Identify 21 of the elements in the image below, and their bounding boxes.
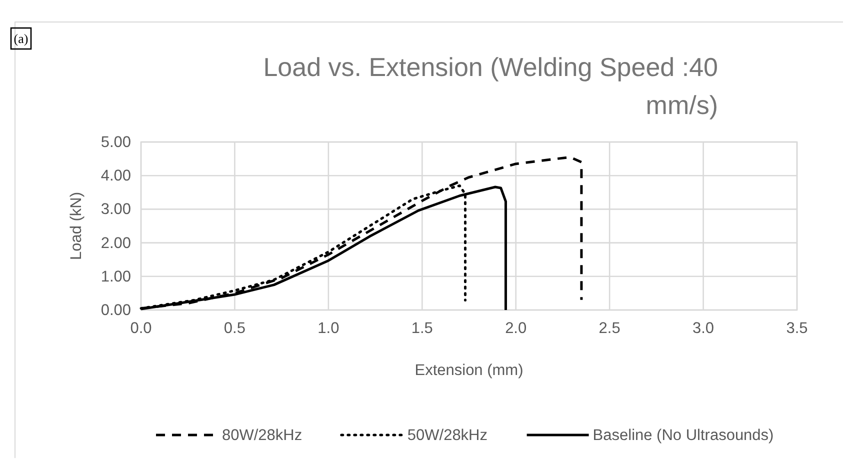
x-tick-label: 2.5 <box>598 320 620 337</box>
legend-label: 80W/28kHz <box>222 427 302 444</box>
y-axis-title: Load (kN) <box>68 192 85 260</box>
text: (a) <box>14 31 28 46</box>
x-axis-title: Extension (mm) <box>414 362 524 379</box>
y-tick-label: 3.00 <box>100 201 132 218</box>
legend-label: 50W/28kHz <box>407 427 488 444</box>
legend-label: Baseline (No Ultrasounds) <box>592 427 774 444</box>
y-tick-label: 1.00 <box>100 268 132 286</box>
x-tick-label: 1.0 <box>318 320 340 337</box>
x-tick-label: 3.5 <box>786 320 808 337</box>
y-tick-label: 0.00 <box>100 302 132 319</box>
y-tick-label: 4.00 <box>100 168 132 185</box>
y-tick-label: 2.00 <box>100 234 132 252</box>
y-tick-label: 5.00 <box>100 134 132 151</box>
chart-title: Load vs. Extension (Welding Speed :40 mm/s) <box>263 52 718 120</box>
x-tick-label: 1.5 <box>411 320 433 337</box>
x-tick-label: 0.0 <box>130 320 152 337</box>
x-tick-label: 3.0 <box>692 320 714 337</box>
x-tick-label: 0.5 <box>224 320 246 337</box>
x-tick-label: 2.0 <box>505 320 528 337</box>
